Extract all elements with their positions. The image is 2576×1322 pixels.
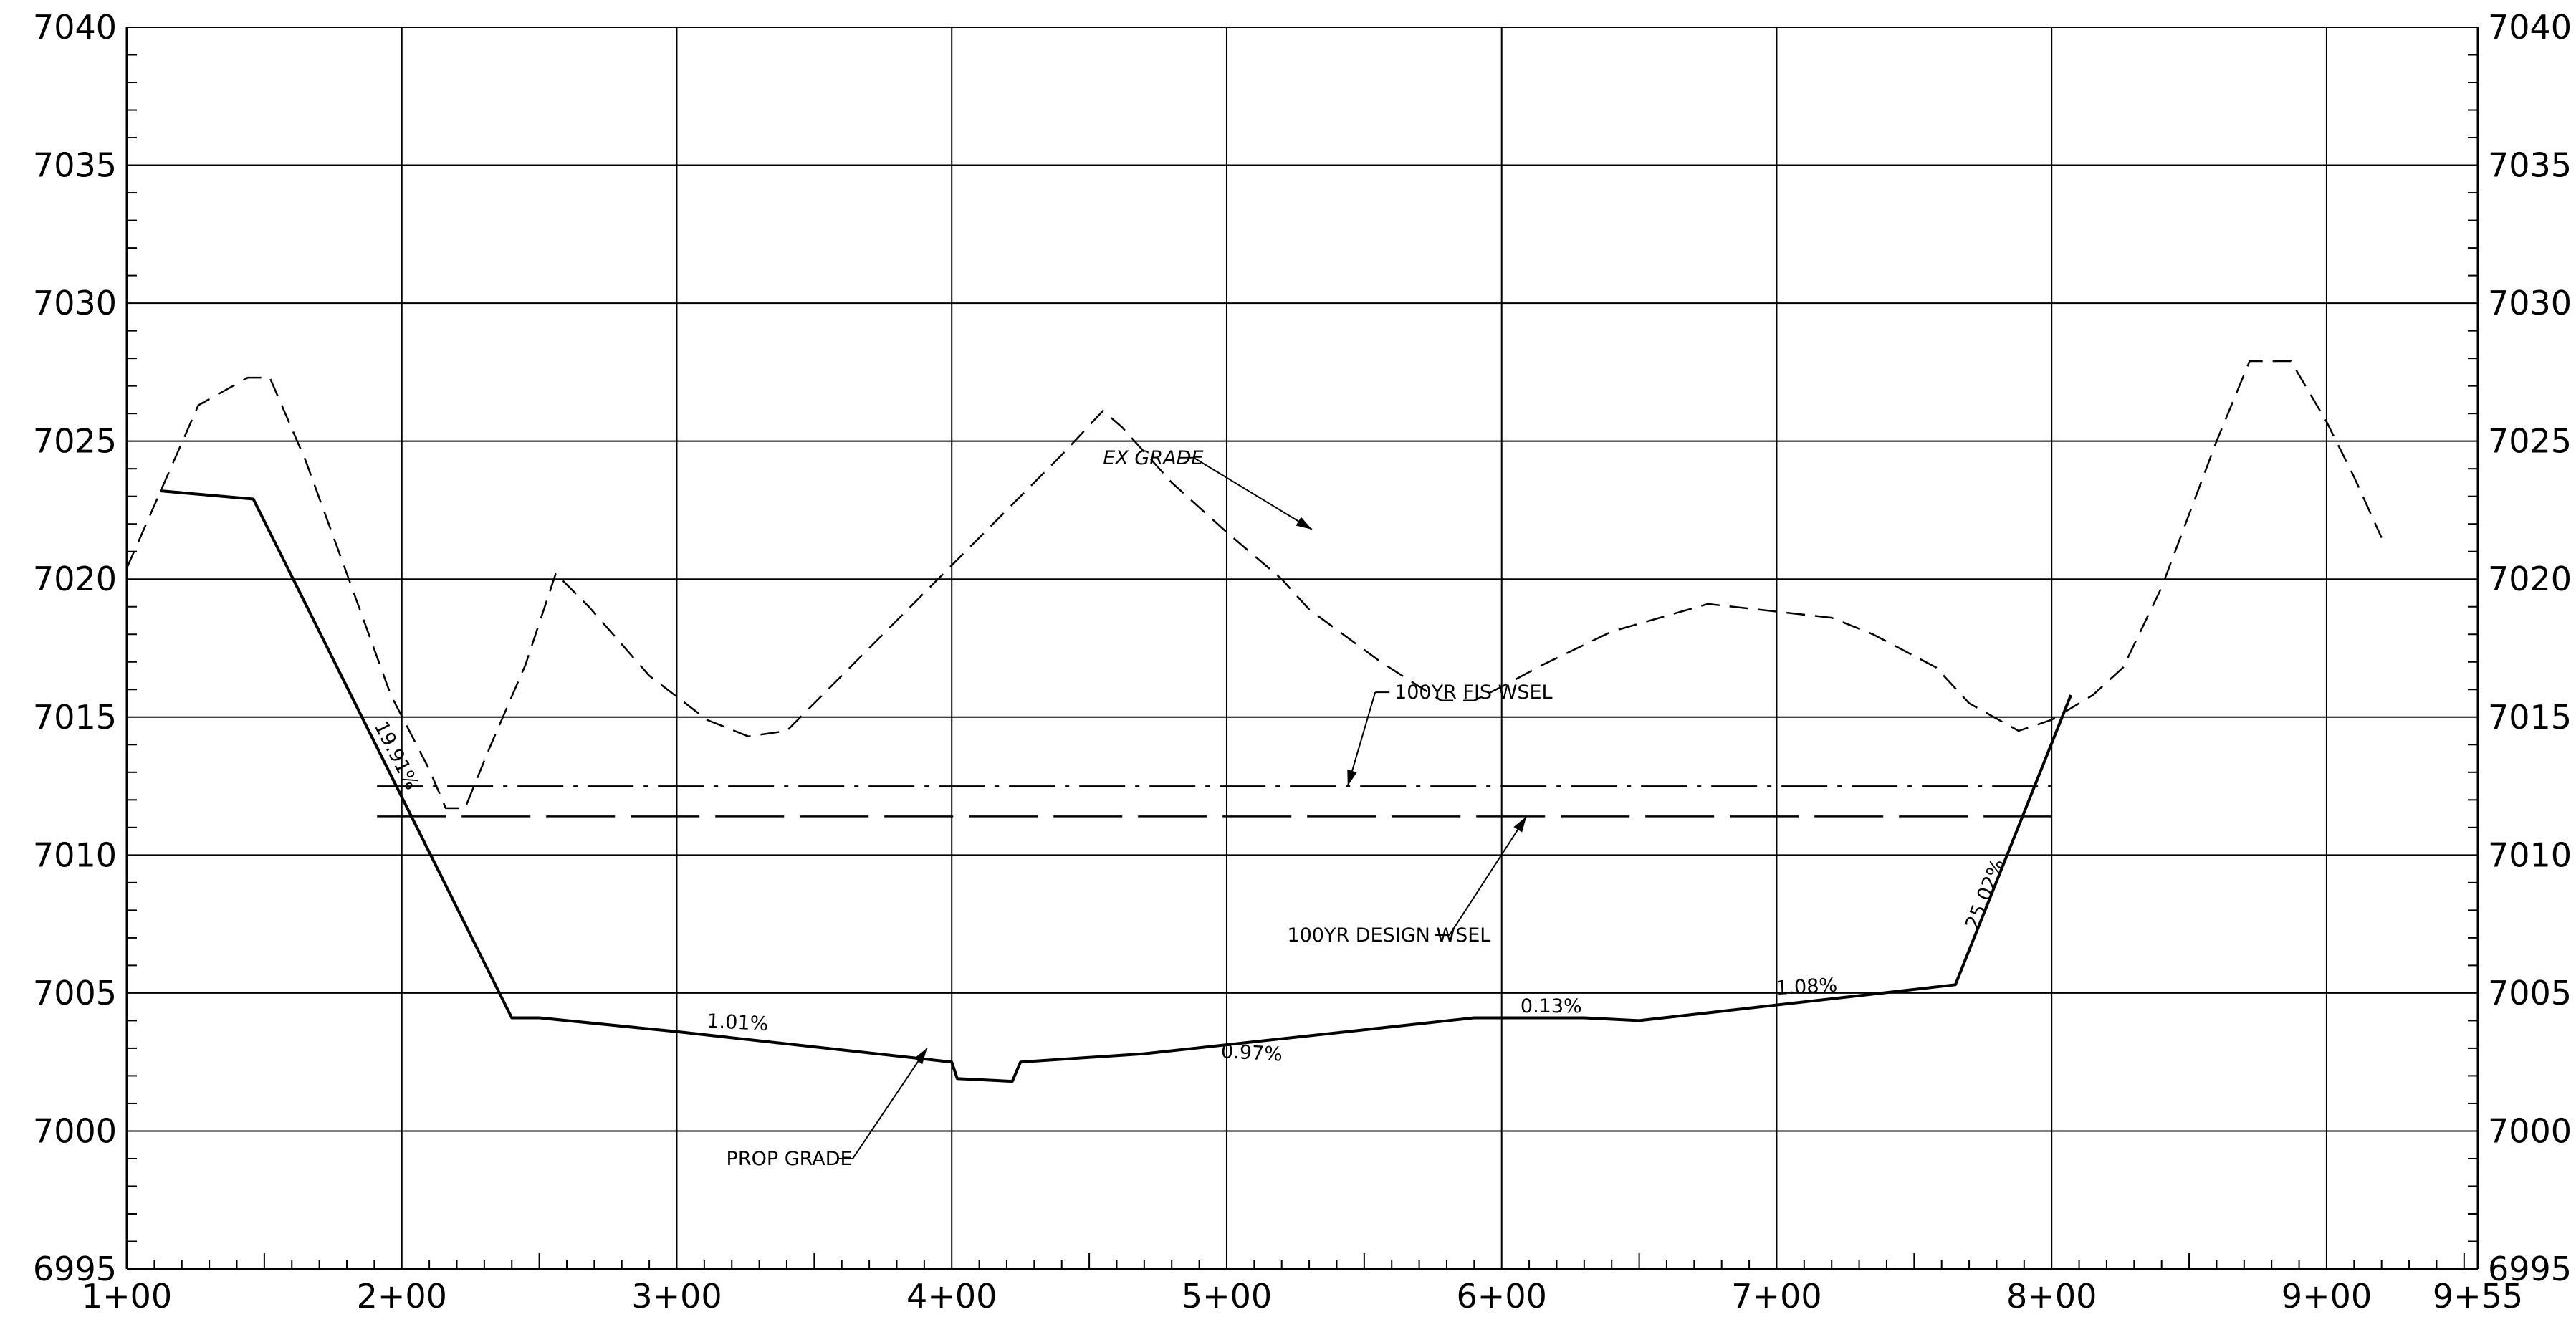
x-tick-label: 9+55: [2433, 1277, 2523, 1316]
x-tick-label: 7+00: [1731, 1277, 1821, 1316]
y-tick-label-right: 7005: [2488, 974, 2572, 1012]
y-tick-label-left: 7025: [33, 422, 117, 461]
100yr-fis-wsel-leader-line: [1346, 691, 1376, 787]
x-tick-label: 3+00: [631, 1277, 722, 1316]
ex-grade-line: [125, 360, 2383, 810]
100yr-fis-wsel-callout-label: 100YR FIS WSEL: [1394, 681, 1553, 704]
x-tick-label: 4+00: [906, 1277, 997, 1316]
100yr-design-wsel-callout-label: 100YR DESIGN WSEL: [1287, 924, 1490, 947]
prop-grade-arrowhead: [914, 1048, 927, 1065]
y-tick-label-right: 7030: [2488, 284, 2572, 322]
100yr-design-wsel-leader-line: [1448, 815, 1528, 936]
slope-label: 0.13%: [1521, 995, 1582, 1017]
axes-frame: [125, 27, 2479, 1270]
x-tick-label: 6+00: [1457, 1277, 1547, 1316]
x-tick-label: 5+00: [1182, 1277, 1272, 1316]
slope-label: 1.01%: [707, 1010, 769, 1035]
ex-grade-arrowhead: [1296, 517, 1312, 530]
x-tick-label: 1+00: [82, 1277, 172, 1316]
y-tick-label-left: 7020: [33, 560, 117, 598]
y-tick-label-right: 7025: [2488, 422, 2572, 461]
y-tick-label-left: 7010: [33, 835, 117, 874]
x-tick-label: 8+00: [2006, 1277, 2097, 1316]
y-tick-label-right: 7040: [2488, 8, 2572, 47]
y-tick-label-right: 7010: [2488, 835, 2572, 874]
y-tick-label-left: 7000: [33, 1111, 117, 1150]
slope-label: 0.97%: [1220, 1040, 1283, 1065]
y-tick-label-left: 7015: [33, 698, 117, 737]
series-lines: [125, 360, 2383, 1083]
y-tick-label-left: 7030: [33, 284, 117, 322]
y-tick-label-right: 7015: [2488, 698, 2572, 737]
y-tick-label-left: 7035: [33, 146, 117, 185]
prop-grade-leader-line: [852, 1048, 928, 1159]
100yr-design-wsel-arrowhead: [1513, 816, 1527, 833]
y-tick-label-right: 7000: [2488, 1111, 2572, 1150]
y-tick-label-right: 6995: [2488, 1250, 2572, 1288]
x-tick-label: 9+00: [2281, 1277, 2372, 1316]
grid-lines: [127, 27, 2478, 1270]
prop-grade-line: [159, 489, 2072, 1083]
y-tick-label-right: 7035: [2488, 146, 2572, 185]
y-tick-label-right: 7020: [2488, 560, 2572, 598]
prop-grade-callout-label: PROP GRADE: [727, 1148, 853, 1170]
x-tick-label: 2+00: [357, 1277, 447, 1316]
y-tick-label-left: 7005: [33, 974, 117, 1012]
tick-labels: 1+00 2+00 3+00 4+00 5+00 6+00 7+00 8+00 9+00 9+55…: [33, 8, 2572, 1316]
y-tick-label-left: 6995: [33, 1250, 117, 1288]
slope-label: 1.08%: [1776, 974, 1838, 1000]
100yr-fis-wsel-arrowhead: [1347, 769, 1357, 787]
y-tick-label-left: 7040: [33, 8, 117, 47]
ex-grade-leader-line: [1193, 456, 1313, 530]
tick-marks: [127, 54, 2478, 1269]
